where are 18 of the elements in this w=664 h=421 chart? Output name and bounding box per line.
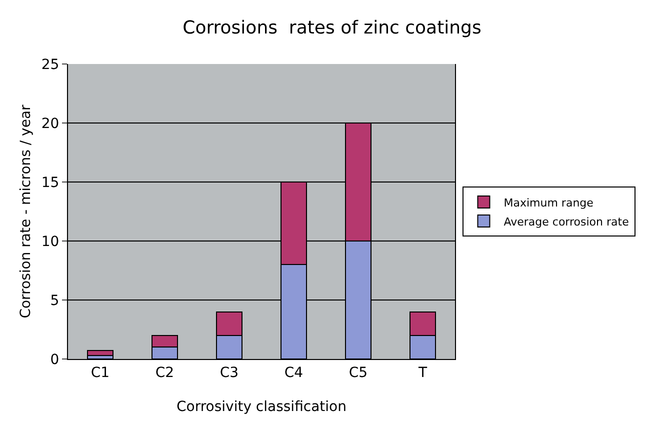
x-tick-label: C3	[220, 364, 239, 381]
legend-label: Maximum range	[504, 196, 594, 210]
y-axis-title: Corrosion rate - microns / year	[18, 104, 34, 318]
y-tick-label: 10	[41, 234, 60, 250]
legend-label: Average corrosion rate	[504, 215, 630, 228]
x-tick-label: C2	[155, 364, 174, 381]
bar	[86, 350, 114, 356]
x-tick-label: C4	[284, 364, 304, 381]
x-tick-label: C1	[90, 364, 110, 381]
y-tick-label: 5	[50, 292, 60, 309]
y-tick-label: 15	[41, 174, 60, 191]
y-tick-label: 25	[41, 56, 60, 73]
x-tick-label: C5	[348, 364, 368, 381]
y-tick-label: 20	[41, 116, 60, 132]
x-axis-title: Corrosivity classification	[176, 399, 347, 415]
y-tick-label: 0	[50, 352, 60, 368]
x-tick-label: T	[417, 364, 428, 381]
chart-title: Corrosions rates of zinc coatings	[182, 18, 482, 39]
